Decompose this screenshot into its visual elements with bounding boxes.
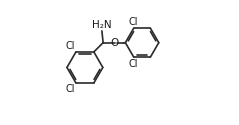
Text: H₂N: H₂N	[92, 20, 112, 30]
Text: Cl: Cl	[66, 41, 75, 51]
Text: Cl: Cl	[129, 17, 138, 27]
Text: Cl: Cl	[66, 84, 75, 94]
Text: Cl: Cl	[129, 59, 138, 69]
Text: O: O	[111, 38, 119, 48]
